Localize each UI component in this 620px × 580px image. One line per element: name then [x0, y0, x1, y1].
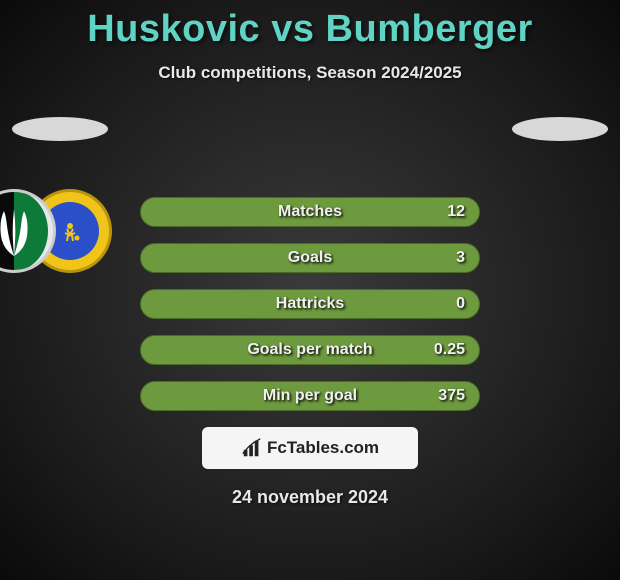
branding-badge[interactable]: FcTables.com [202, 427, 418, 469]
stat-row-matches: Matches 12 [140, 197, 480, 227]
stat-label: Min per goal [263, 387, 357, 405]
stat-value: 3 [456, 249, 465, 267]
stat-label: Goals per match [247, 341, 372, 359]
stat-row-goals: Goals 3 [140, 243, 480, 273]
branding-text: FcTables.com [267, 438, 379, 458]
stat-label: Matches [278, 203, 342, 221]
player-silhouette-left [12, 117, 108, 141]
page-title: Huskovic vs Bumberger [0, 0, 620, 51]
stat-value: 0 [456, 295, 465, 313]
stat-label: Goals [288, 249, 332, 267]
stat-row-hattricks: Hattricks 0 [140, 289, 480, 319]
stat-bars: Matches 12 Goals 3 Hattricks 0 Goals per… [140, 197, 480, 411]
stat-row-goals-per-match: Goals per match 0.25 [140, 335, 480, 365]
bar-chart-icon [241, 437, 263, 459]
stat-value: 0.25 [434, 341, 465, 359]
sv-ried-icon [0, 201, 39, 261]
football-player-icon [57, 221, 83, 241]
page-subtitle: Club competitions, Season 2024/2025 [0, 63, 620, 83]
comparison-content: Matches 12 Goals 3 Hattricks 0 Goals per… [0, 113, 620, 508]
stat-label: Hattricks [276, 295, 344, 313]
stat-row-min-per-goal: Min per goal 375 [140, 381, 480, 411]
stat-value: 12 [447, 203, 465, 221]
player-silhouette-right [512, 117, 608, 141]
infographic-date: 24 november 2024 [0, 487, 620, 508]
stat-value: 375 [438, 387, 465, 405]
